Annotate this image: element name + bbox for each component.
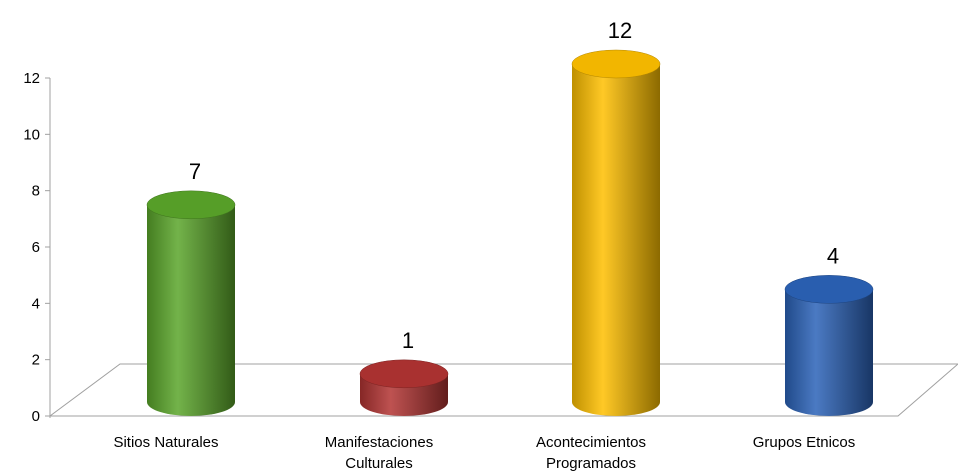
category-label: Programados — [546, 455, 636, 472]
category-label: Sitios Naturales — [113, 434, 218, 451]
floor — [48, 363, 958, 417]
bar-1 — [146, 190, 236, 416]
bars — [146, 49, 874, 416]
y-tick-label: 0 — [32, 408, 40, 425]
bar-body — [572, 64, 660, 416]
bar-top-cap — [359, 359, 449, 389]
category-label: Culturales — [345, 455, 413, 472]
y-tick-label: 10 — [23, 126, 40, 143]
bar-body — [147, 204, 235, 416]
data-label-4: 4 — [827, 243, 839, 268]
data-label-2: 1 — [402, 328, 414, 353]
data-label-1: 7 — [189, 159, 201, 184]
y-tick-label: 8 — [32, 183, 40, 200]
category-label: Acontecimientos — [536, 434, 646, 451]
category-label: Grupos Etnicos — [753, 434, 856, 451]
category-label: Manifestaciones — [325, 434, 433, 451]
y-ticks: 0 2 4 6 8 10 12 — [23, 70, 50, 425]
y-axis: 0 2 4 6 8 10 12 — [23, 70, 51, 425]
data-label-3: 12 — [608, 18, 632, 43]
bar-top-cap — [784, 275, 874, 304]
y-tick-label: 4 — [32, 295, 40, 312]
bar-body — [785, 289, 873, 416]
bar-3 — [571, 49, 661, 416]
data-labels: 7 1 12 4 — [189, 18, 839, 353]
bar-2 — [359, 359, 449, 416]
bar-top-cap — [146, 190, 236, 220]
floor-plane — [48, 363, 958, 417]
category-labels: Sitios Naturales Manifestaciones Culturale… — [113, 434, 855, 472]
y-tick-label: 6 — [32, 239, 40, 256]
y-tick-label: 2 — [32, 352, 40, 369]
bar-top-cap — [571, 49, 661, 79]
bar-4 — [784, 275, 874, 416]
y-tick-label: 12 — [23, 70, 40, 87]
